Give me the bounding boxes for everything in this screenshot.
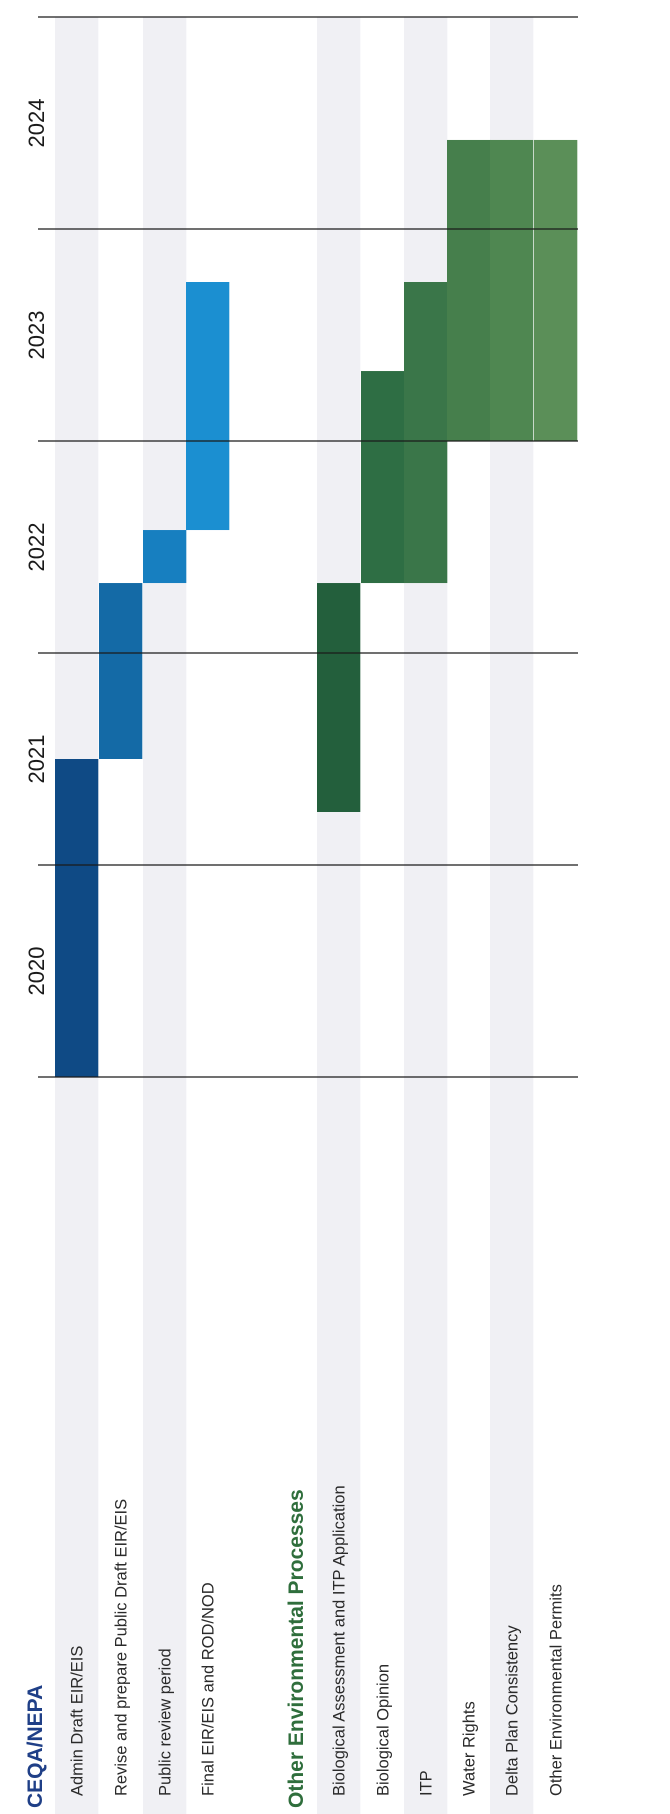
section-title: Other Environmental Processes — [285, 1489, 308, 1808]
row-label: Other Environmental Permits — [548, 1584, 566, 1796]
section-title: CEQA/NEPA — [24, 1685, 47, 1808]
other-bar — [361, 371, 405, 584]
other-bar — [317, 583, 361, 812]
other-row-stripe — [317, 17, 361, 1814]
year-label: 2024 — [24, 99, 49, 148]
year-label: 2021 — [24, 735, 49, 784]
other-bar — [490, 139, 534, 441]
ceqa-row-stripe — [143, 17, 187, 1814]
row-label: Biological Opinion — [375, 1664, 393, 1796]
year-label: 2020 — [24, 947, 49, 996]
ceqa-bar — [186, 282, 230, 531]
row-label: Public review period — [157, 1648, 175, 1796]
other-bar — [404, 282, 448, 584]
row-label: Revise and prepare Public Draft EIR/EIS — [113, 1499, 131, 1796]
ceqa-bar — [55, 759, 99, 1077]
other-bar — [447, 139, 491, 441]
row-label: Delta Plan Consistency — [504, 1625, 522, 1796]
row-label: Biological Assessment and ITP Applicatio… — [331, 1485, 349, 1796]
row-label: Admin Draft EIR/EIS — [69, 1646, 87, 1796]
year-label: 2023 — [24, 311, 49, 360]
row-label: ITP — [418, 1770, 436, 1796]
ceqa-bar — [99, 583, 143, 759]
other-bar — [534, 139, 578, 441]
row-label: Water Rights — [461, 1701, 479, 1796]
year-label: 2022 — [24, 523, 49, 572]
ceqa-bar — [143, 530, 187, 584]
row-label: Final EIR/EIS and ROD/NOD — [200, 1582, 218, 1796]
